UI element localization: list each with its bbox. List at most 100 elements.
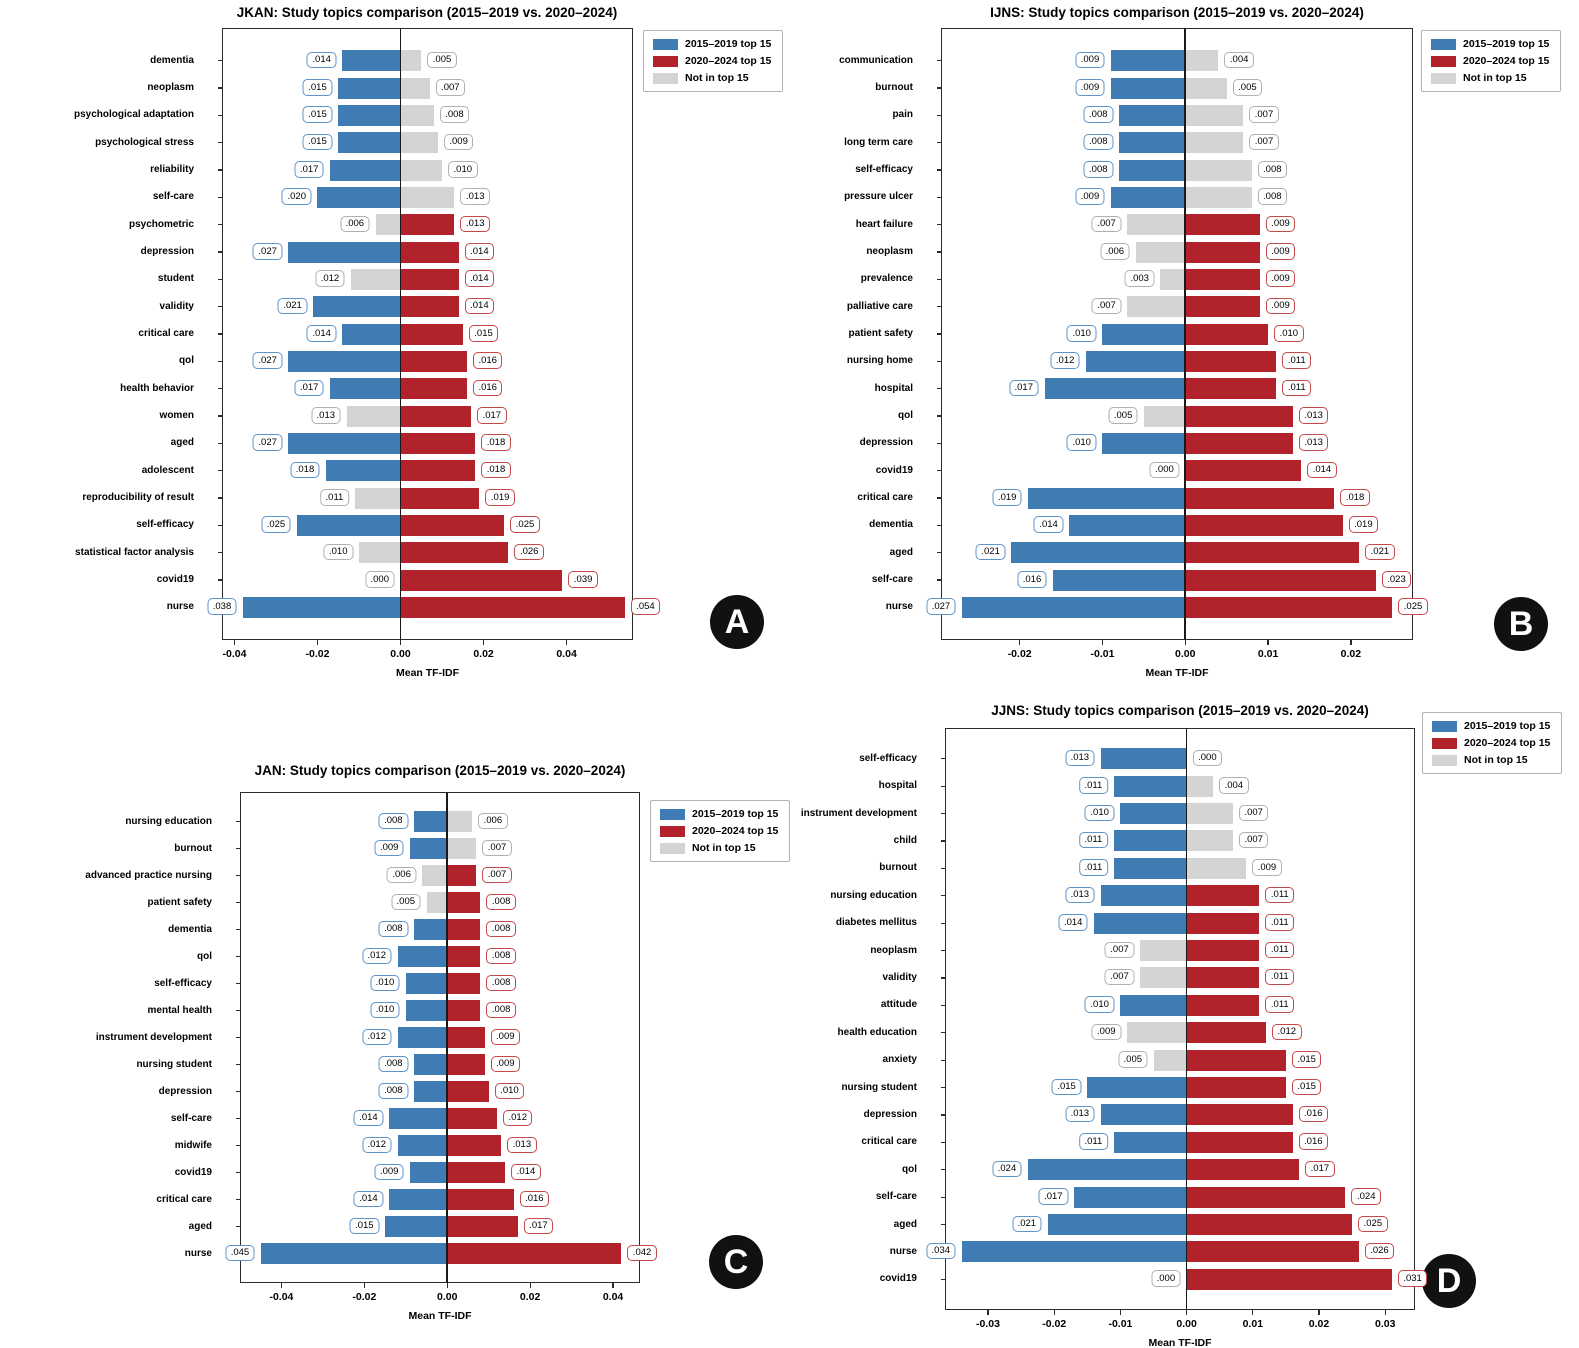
legend-item: Not in top 15	[653, 72, 771, 84]
bar-2015-2019	[338, 104, 401, 126]
y-axis-topic-label: qol	[179, 355, 194, 367]
y-axis-topic-label: pain	[892, 109, 913, 121]
y-tick	[941, 895, 945, 897]
legend-swatch	[1432, 720, 1457, 732]
bar-2020-2024	[1185, 186, 1252, 208]
value-label: .008	[486, 974, 516, 991]
bar-2020-2024	[1186, 1104, 1293, 1126]
bar-2020-2024	[447, 973, 481, 994]
y-axis-topic-label: critical care	[857, 492, 913, 503]
bar-2020-2024	[447, 1216, 518, 1237]
x-tick	[482, 640, 485, 645]
legend-item: 2020–2024 top 15	[1431, 55, 1549, 67]
value-label: .009	[1265, 243, 1296, 260]
bar-2015-2019	[1085, 350, 1186, 372]
value-label: .034	[926, 1242, 956, 1260]
bar-2015-2019	[1113, 857, 1187, 879]
y-tick	[236, 1225, 240, 1228]
bar-2015-2019	[1160, 268, 1186, 290]
y-axis-topic-label: covid19	[174, 1166, 212, 1178]
y-tick	[937, 470, 941, 472]
panel-title: JJNS: Study topics comparison (2015–2019…	[991, 703, 1369, 718]
y-axis-topic-label: critical care	[861, 1136, 917, 1148]
value-label: .017	[1305, 1160, 1335, 1178]
zero-axis-line	[399, 28, 402, 640]
bar-2020-2024	[400, 241, 459, 263]
bar-2015-2019	[1087, 1077, 1187, 1098]
y-tick	[937, 388, 941, 390]
bar-2020-2024	[1185, 569, 1376, 591]
value-label: .000	[1151, 1270, 1181, 1287]
bar-2020-2024	[1186, 885, 1260, 907]
bar-2020-2024	[400, 132, 438, 154]
y-axis-topic-label: communication	[839, 54, 913, 66]
value-label: .008	[1083, 106, 1114, 123]
bar-2020-2024	[400, 186, 455, 208]
x-tick-label: -0.04	[222, 648, 247, 660]
bar-2020-2024	[400, 569, 563, 591]
bar-2020-2024	[1185, 460, 1302, 482]
bar-2015-2019	[346, 405, 401, 427]
value-label: .008	[1257, 188, 1288, 205]
y-tick	[937, 306, 941, 308]
legend-item: 2015–2019 top 15	[660, 808, 778, 820]
bar-2015-2019	[1110, 77, 1186, 99]
x-tick	[1019, 640, 1021, 645]
y-axis-topic-label: health education	[837, 1026, 917, 1038]
value-label: .007	[1249, 106, 1279, 123]
value-label: .025	[1398, 598, 1428, 615]
x-tick	[1184, 640, 1186, 645]
bar-2015-2019	[342, 50, 401, 72]
bar-2015-2019	[317, 186, 401, 208]
value-label: .013	[460, 188, 490, 205]
y-tick	[937, 114, 941, 117]
bar-2020-2024	[447, 1108, 497, 1129]
y-tick	[941, 1141, 945, 1143]
value-label: .008	[378, 920, 409, 937]
value-label: .007	[482, 839, 512, 856]
bar-2015-2019	[409, 838, 448, 859]
bar-2020-2024	[1186, 912, 1260, 934]
panel-badge: D	[1422, 1254, 1476, 1308]
value-label: .015	[349, 1217, 380, 1234]
value-label: .013	[1065, 749, 1095, 767]
y-axis-topic-label: self-care	[170, 1112, 212, 1124]
bar-2015-2019	[414, 1081, 448, 1102]
y-axis-topic-label: psychological adaptation	[73, 109, 194, 121]
y-tick	[937, 142, 941, 144]
bar-2020-2024	[1186, 1241, 1359, 1263]
value-label: .027	[252, 243, 283, 260]
x-tick-label: 0.02	[473, 648, 494, 660]
bar-2015-2019	[1113, 830, 1187, 852]
bar-2020-2024	[1185, 104, 1244, 126]
bar-2015-2019	[1127, 1022, 1187, 1044]
y-tick	[236, 1036, 240, 1039]
legend-swatch	[1432, 754, 1457, 766]
x-axis-title: Mean TF-IDF	[1145, 667, 1209, 679]
bar-2020-2024	[1185, 323, 1269, 345]
bar-2015-2019	[1100, 885, 1187, 907]
x-tick	[1185, 1310, 1188, 1315]
bar-2020-2024	[400, 460, 476, 482]
value-label: .010	[448, 161, 478, 178]
value-label: .009	[374, 1163, 404, 1180]
bar-2020-2024	[1186, 1022, 1267, 1044]
y-tick	[941, 812, 945, 815]
y-axis-topic-label: heart failure	[855, 218, 913, 230]
y-tick	[236, 901, 240, 904]
x-tick-label: 0.02	[1308, 1318, 1330, 1330]
y-tick	[236, 1144, 240, 1147]
y-tick	[236, 928, 240, 931]
y-tick	[218, 114, 222, 117]
value-label: .009	[1075, 188, 1105, 205]
y-tick	[941, 840, 945, 842]
y-tick	[218, 224, 222, 226]
bar-2020-2024	[400, 378, 467, 400]
x-tick-label: -0.02	[1007, 648, 1032, 660]
y-axis-topic-label: psychometric	[128, 218, 194, 230]
legend: 2015–2019 top 15 2020–2024 top 15 Not in t…	[650, 800, 791, 862]
value-label: .004	[1219, 777, 1249, 794]
